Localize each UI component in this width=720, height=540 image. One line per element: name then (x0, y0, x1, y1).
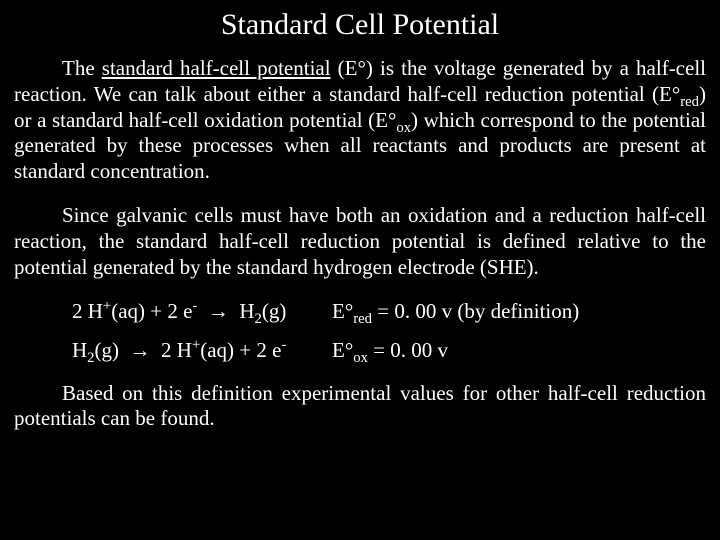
equation-row-2: H2(g) → 2 H+(aq) + 2 e- E°ox = 0. 00 v (14, 338, 706, 363)
equation-1-potential: E°red = 0. 00 v (by definition) (304, 299, 706, 324)
paragraph-1: The standard half-cell potential (E°) is… (14, 56, 706, 185)
equation-row-1: 2 H+(aq) + 2 e- → H2(g) E°red = 0. 00 v … (14, 299, 706, 324)
equation-2-potential: E°ox = 0. 00 v (304, 338, 706, 363)
paragraph-2: Since galvanic cells must have both an o… (14, 203, 706, 280)
equation-block: 2 H+(aq) + 2 e- → H2(g) E°red = 0. 00 v … (14, 299, 706, 363)
equation-2-reaction: H2(g) → 2 H+(aq) + 2 e- (14, 338, 304, 363)
slide-title: Standard Cell Potential (14, 8, 706, 42)
equation-1-reaction: 2 H+(aq) + 2 e- → H2(g) (14, 299, 304, 324)
slide: Standard Cell Potential The standard hal… (0, 0, 720, 540)
paragraph-3: Based on this definition experimental va… (14, 381, 706, 433)
